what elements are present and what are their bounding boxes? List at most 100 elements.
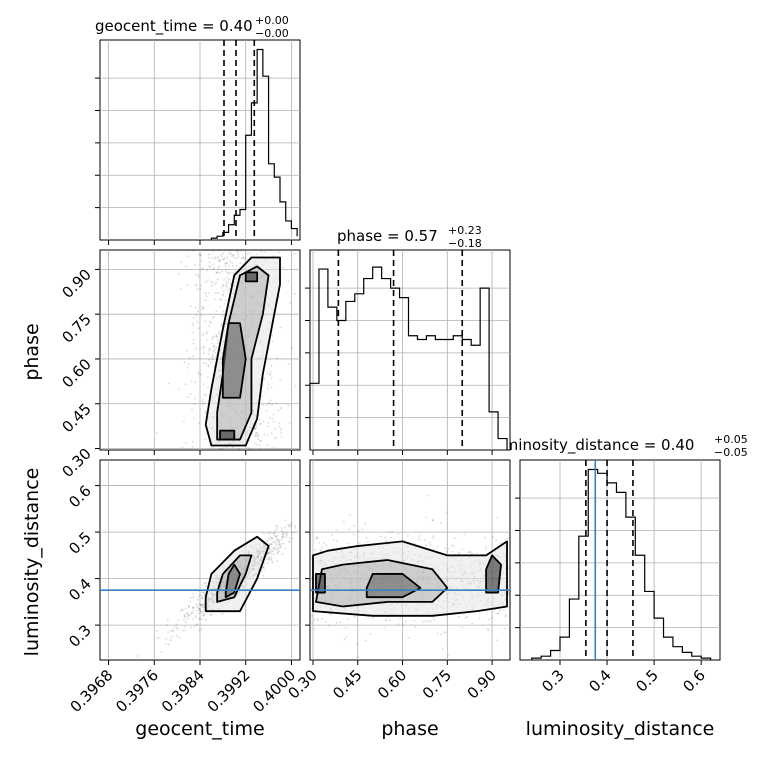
scatter-point [187,614,190,617]
scatter-point [276,538,279,541]
scatter-point [310,587,312,590]
ytick-label-3-4: 0.90 [58,266,94,302]
scatter-point [253,426,256,429]
scatter-point [272,420,275,423]
scatter-point [218,272,221,275]
scatter-point [186,613,189,616]
scatter-point [237,447,240,450]
scatter-point [484,545,487,548]
scatter-point [220,253,223,256]
scatter-point [254,427,257,430]
scatter-point [215,334,218,337]
scatter-point [188,606,191,609]
scatter-point [188,356,191,359]
scatter-point [220,323,223,326]
scatter-point [222,310,225,313]
scatter-point [199,617,202,620]
xtick-label-2-2: 0.5 [632,666,662,696]
scatter-point [508,580,510,583]
scatter-point [209,280,212,283]
scatter-point [213,365,216,368]
scatter-point [211,338,214,341]
scatter-point [318,541,321,544]
scatter-point [364,639,367,642]
scatter-point [249,252,252,255]
xtick-label-4-1: 0.3976 [112,666,162,716]
scatter-point [335,528,338,531]
scatter-point [294,293,297,296]
scatter-point [471,622,474,625]
scatter-point [214,351,217,354]
scatter-point [451,550,454,553]
scatter-point [276,548,279,551]
scatter-point [207,256,210,259]
scatter-point [221,283,224,286]
xtick-label-4-0: 0.3968 [67,666,117,716]
title-geocent-time: geocent_time = 0.40 +0.00 −0.00 [95,14,289,40]
scatter-point [230,252,233,255]
scatter-point [499,542,502,545]
scatter-point [425,620,428,623]
scatter-point [202,398,205,401]
scatter-point [203,613,206,616]
scatter-point [213,256,216,259]
scatter-point [206,269,209,272]
scatter-point [388,531,391,534]
scatter-point [184,616,187,619]
scatter-point [440,633,443,636]
scatter-point [279,326,282,329]
scatter-point [189,305,192,308]
scatter-point [204,291,207,294]
scatter-point [289,525,292,528]
scatter-point [274,545,277,548]
scatter-point [212,349,215,352]
scatter-point [235,250,238,253]
scatter-point [166,618,169,621]
scatter-point [336,540,339,543]
scatter-point [313,618,316,621]
scatter-point [269,531,272,534]
scatter-point [201,308,204,311]
scatter-point [178,636,181,639]
scatter-point [206,339,209,342]
scatter-point [276,551,279,554]
scatter-point [240,257,243,260]
scatter-point [206,279,209,282]
scatter-point [457,552,460,555]
scatter-point [202,345,205,348]
scatter-point [496,516,499,519]
scatter-point [286,534,289,537]
scatter-point [203,346,206,349]
scatter-point [458,551,461,554]
scatter-point [211,281,214,284]
scatter-point [275,543,278,546]
scatter-point [257,434,260,437]
scatter-point [205,582,208,585]
scatter-point [202,307,205,310]
scatter-point [276,357,279,360]
scatter-point [269,536,272,539]
scatter-point [175,634,178,637]
scatter-point [268,551,271,554]
scatter-point [197,595,200,598]
scatter-point [168,382,171,385]
scatter-point [277,541,280,544]
scatter-point [184,629,187,632]
scatter-point [205,332,208,335]
scatter-point [275,436,278,439]
scatter-point [208,266,211,269]
scatter-point [201,305,204,308]
scatter-point [193,397,196,400]
scatter-point [196,321,199,324]
scatter-point [209,346,212,349]
scatter-point [364,522,367,525]
scatter-point [278,425,281,428]
scatter-point [271,334,274,337]
scatter-point [212,266,215,269]
scatter-point [294,526,297,529]
scatter-point [194,616,197,619]
scatter-point [202,614,205,617]
scatter-point [275,528,278,531]
scatter-point [202,614,205,617]
